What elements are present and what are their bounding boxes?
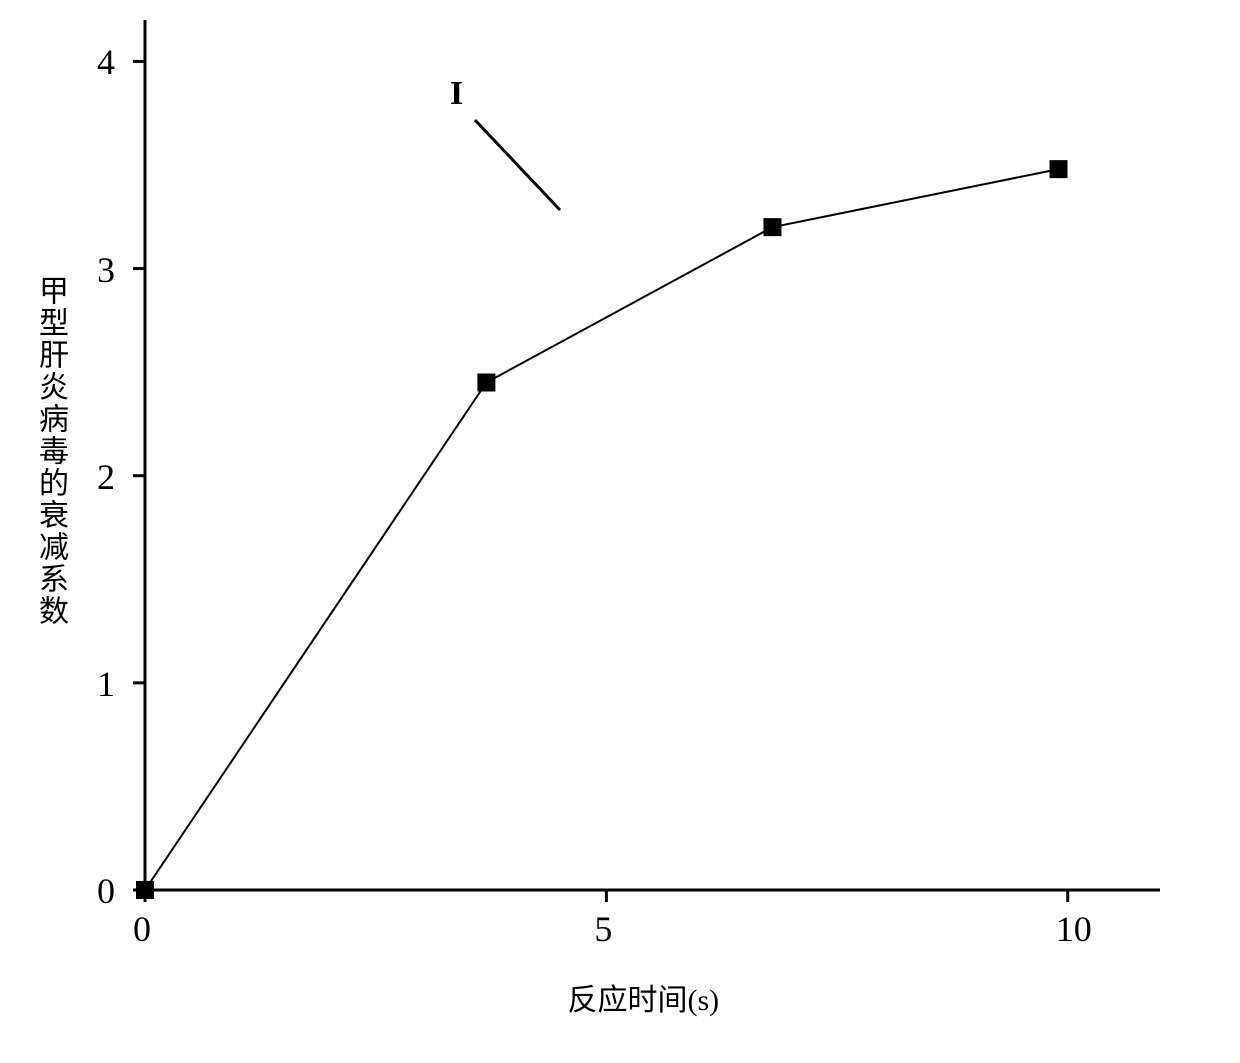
y-axis-label: 甲型肝炎病毒的衰减系数 [28,275,72,627]
y-tick-label: 1 [97,663,115,705]
y-tick-label: 0 [97,870,115,912]
data-marker [477,374,495,392]
annotation-label: I [450,75,463,113]
data-marker [136,881,154,899]
y-tick-label: 3 [97,249,115,291]
y-tick-label: 4 [97,41,115,83]
data-marker [1050,160,1068,178]
annotation-leader-line [475,120,560,210]
x-tick-label: 10 [1056,908,1092,950]
x-tick-label: 0 [133,908,151,950]
x-tick-label: 5 [594,908,612,950]
chart-container: 0 5 10 0 1 2 3 4 反应时间(s) 甲型肝炎病毒的衰减系数 I [0,0,1240,1063]
y-tick-label: 2 [97,456,115,498]
data-line [145,169,1059,890]
x-axis-label: 反应时间(s) [568,975,720,1019]
chart-svg [0,0,1240,1063]
data-marker [763,218,781,236]
